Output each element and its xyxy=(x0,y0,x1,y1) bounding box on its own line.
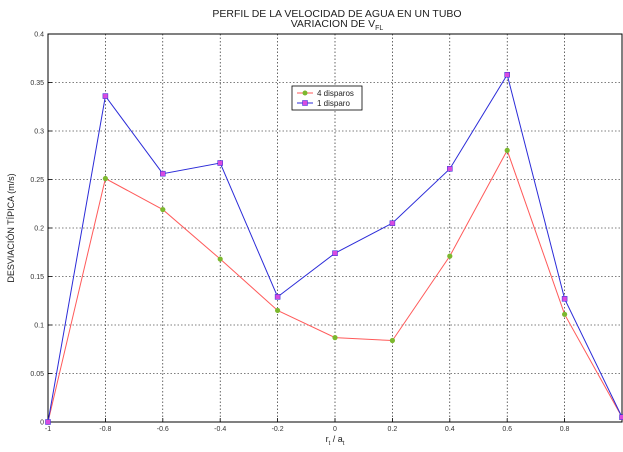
grid-lines xyxy=(48,34,622,422)
x-tick-label: -0.4 xyxy=(214,426,226,433)
legend-marker-1-disparo xyxy=(302,100,308,106)
x-tick-label: -0.8 xyxy=(99,426,111,433)
y-tick-label: 0 xyxy=(40,420,44,427)
data-point-1-disparo xyxy=(447,166,453,172)
x-tick-label: 0.8 xyxy=(560,426,570,433)
data-point-4-disparos xyxy=(447,253,453,259)
x-tick-label: -1 xyxy=(45,426,51,433)
x-axis-label-sub2: t xyxy=(343,441,345,447)
x-axis-ticks: -1 -0.8 -0.6 -0.4 -0.2 0 0.2 0.4 0.6 0.8 xyxy=(45,418,623,433)
data-point-4-disparos xyxy=(275,307,281,314)
x-tick-label: 0.4 xyxy=(445,426,455,433)
data-point-4-disparos xyxy=(504,147,510,153)
legend-marker-4-disparos xyxy=(302,90,308,96)
y-tick-label: 0.1 xyxy=(34,323,44,330)
data-point-4-disparos xyxy=(389,337,395,344)
y-tick-label: 0.35 xyxy=(30,80,44,87)
x-tick-label: 0.6 xyxy=(502,426,512,433)
y-tick-label: 0.15 xyxy=(30,274,44,281)
y-tick-label: 0.05 xyxy=(30,371,44,378)
data-point-1-disparo xyxy=(389,220,396,226)
chart-subtitle: VARIACION DE VFL xyxy=(291,18,384,32)
data-point-4-disparos xyxy=(102,175,108,182)
x-axis-label-sep: / a xyxy=(330,434,343,444)
data-point-1-disparo xyxy=(619,414,623,420)
data-point-1-disparo xyxy=(45,419,51,425)
legend-label-1-disparo: 1 disparo xyxy=(317,99,350,108)
data-point-4-disparos xyxy=(217,256,223,262)
y-tick-label: 0.3 xyxy=(34,129,44,136)
data-point-1-disparo xyxy=(217,160,223,166)
data-point-1-disparo xyxy=(332,250,338,256)
data-point-4-disparos xyxy=(562,311,568,317)
data-point-1-disparo xyxy=(102,93,109,99)
data-point-1-disparo xyxy=(504,71,510,78)
legend: 4 disparos 1 disparo xyxy=(291,85,363,111)
chart-subtitle-main: VARIACION DE V xyxy=(291,18,375,30)
data-point-4-disparos xyxy=(160,206,166,213)
legend-label-4-disparos: 4 disparos xyxy=(317,89,354,98)
x-tick-label: 0.2 xyxy=(388,426,398,433)
data-point-4-disparos xyxy=(332,335,338,341)
y-tick-label: 0.25 xyxy=(30,177,44,184)
data-point-1-disparo xyxy=(160,170,166,177)
x-tick-label: 0 xyxy=(333,426,337,433)
x-axis-label-main: r xyxy=(326,434,329,444)
chart-subtitle-subscript: FL xyxy=(375,25,383,32)
y-tick-label: 0.4 xyxy=(34,32,44,39)
legend-box xyxy=(291,85,363,111)
y-axis-ticks: 0 0.05 0.1 0.15 0.2 0.25 0.3 0.35 0.4 xyxy=(30,32,52,427)
data-point-1-disparo xyxy=(561,296,568,302)
x-tick-label: -0.2 xyxy=(272,426,284,433)
y-axis-label: DESVIACIÓN TÍPICA (m/s) xyxy=(6,173,16,282)
x-tick-label: -0.6 xyxy=(157,426,169,433)
x-axis-label: rt / at xyxy=(326,434,345,447)
chart-title: PERFIL DE LA VELOCIDAD DE AGUA EN UN TUB… xyxy=(212,8,461,20)
data-point-1-disparo xyxy=(274,294,281,300)
x-axis-label-sub1: t xyxy=(329,441,331,447)
y-tick-label: 0.2 xyxy=(34,226,44,233)
series-markers xyxy=(45,71,623,425)
